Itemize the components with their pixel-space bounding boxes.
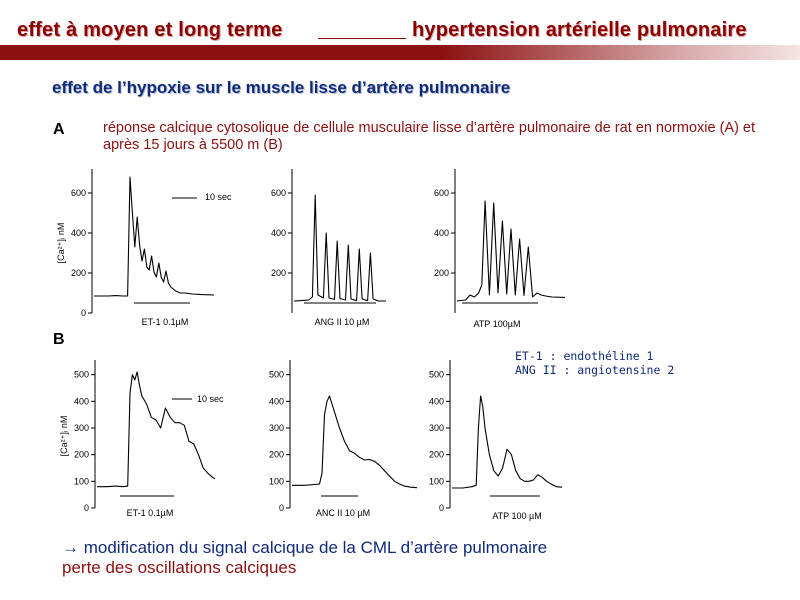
stimulus-label: ANG II 10 µM — [315, 317, 370, 327]
panel-b3: 0 100 200 300 400 500 ATP 100 µM — [429, 360, 563, 521]
panel-b1: 0 100 200 300 400 500 [Ca²⁺]ᵢ nM ET-1 0.1µM 10 s… — [59, 360, 224, 518]
y-tick-label: 500 — [429, 370, 444, 380]
calcium-trace-line — [456, 200, 566, 302]
y-tick-label: 300 — [429, 423, 444, 433]
y-tick-label: 300 — [74, 423, 89, 433]
y-axis-label: [Ca²⁺]ᵢ nM — [56, 223, 66, 264]
stimulus-label: ATP 100µM — [474, 319, 521, 329]
y-tick-label: 300 — [269, 423, 284, 433]
y-tick-label: 200 — [74, 450, 89, 460]
time-scale-label: 10 sec — [205, 192, 232, 202]
conclusion-block: → modification du signal calcique de la … — [62, 538, 547, 578]
calcium-trace-line — [94, 176, 215, 297]
y-tick-label: 400 — [271, 228, 286, 238]
y-tick-label: 600 — [434, 188, 449, 198]
slide-subtitle: effet de l’hypoxie sur le muscle lisse d… — [52, 78, 511, 97]
stimulus-label: ATP 100 µM — [492, 511, 541, 521]
y-tick-label: 200 — [71, 268, 86, 278]
y-tick-label: 100 — [429, 476, 444, 486]
conclusion-line-1: → modification du signal calcique de la … — [62, 538, 548, 557]
y-tick-label: 0 — [279, 503, 284, 513]
header-gradient-bar — [0, 45, 800, 60]
y-tick-label: 200 — [434, 268, 449, 278]
conclusion-line-2: perte des oscillations calciques — [62, 558, 297, 577]
time-scale-label: 10 sec — [197, 394, 224, 404]
title-connector-line — [318, 38, 406, 39]
y-tick-label: 0 — [81, 308, 86, 318]
y-axis-label: [Ca²⁺]ᵢ nM — [59, 416, 69, 457]
y-tick-label: 500 — [269, 370, 284, 380]
y-tick-label: 200 — [429, 450, 444, 460]
abbreviation-ang2: ANG II : angiotensine 2 — [515, 363, 675, 377]
y-tick-label: 0 — [439, 503, 444, 513]
panel-a1: 0 200 400 600 [Ca²⁺]ᵢ nM ET-1 0.1µM 10 sec — [56, 169, 232, 327]
y-tick-label: 100 — [269, 476, 284, 486]
stimulus-label: ANC II 10 µM — [316, 508, 370, 518]
slide-header: effet à moyen et long terme hypertension… — [0, 0, 800, 62]
y-tick-label: 600 — [71, 188, 86, 198]
stimulus-label: ET-1 0.1µM — [127, 508, 174, 518]
calcium-trace-line — [97, 371, 216, 488]
y-tick-label: 600 — [271, 188, 286, 198]
panel-a3: 200 400 600 ATP 100µM — [434, 169, 566, 329]
abbreviation-et1: ET-1 : endothéline 1 — [515, 349, 654, 363]
y-tick-label: 400 — [434, 228, 449, 238]
calcium-trace-line — [293, 194, 386, 302]
panel-a2: 200 400 600 ANG II 10 µM — [271, 169, 386, 327]
stimulus-label: ET-1 0.1µM — [142, 317, 189, 327]
slide-title-right: hypertension artérielle pulmonaire — [412, 19, 747, 41]
section-label-b: B — [53, 331, 65, 348]
y-tick-label: 400 — [71, 228, 86, 238]
y-tick-label: 100 — [74, 476, 89, 486]
abbreviation-legend: ET-1 : endothéline 1 ANG II : angiotensi… — [515, 349, 674, 377]
calcium-trace-line — [292, 395, 418, 489]
slide-title-left: effet à moyen et long terme — [17, 19, 283, 41]
y-tick-label: 200 — [269, 450, 284, 460]
section-label-a: A — [53, 121, 65, 138]
section-a-description: réponse calcique cytosolique de cellule … — [103, 120, 756, 153]
y-tick-label: 400 — [269, 396, 284, 406]
y-tick-label: 500 — [74, 370, 89, 380]
panel-b2: 0 100 200 300 400 500 ANC II 10 µM — [269, 360, 418, 518]
y-tick-label: 0 — [84, 503, 89, 513]
calcium-trace-line — [452, 395, 563, 489]
y-tick-label: 400 — [429, 396, 444, 406]
y-tick-label: 200 — [271, 268, 286, 278]
y-tick-label: 400 — [74, 396, 89, 406]
